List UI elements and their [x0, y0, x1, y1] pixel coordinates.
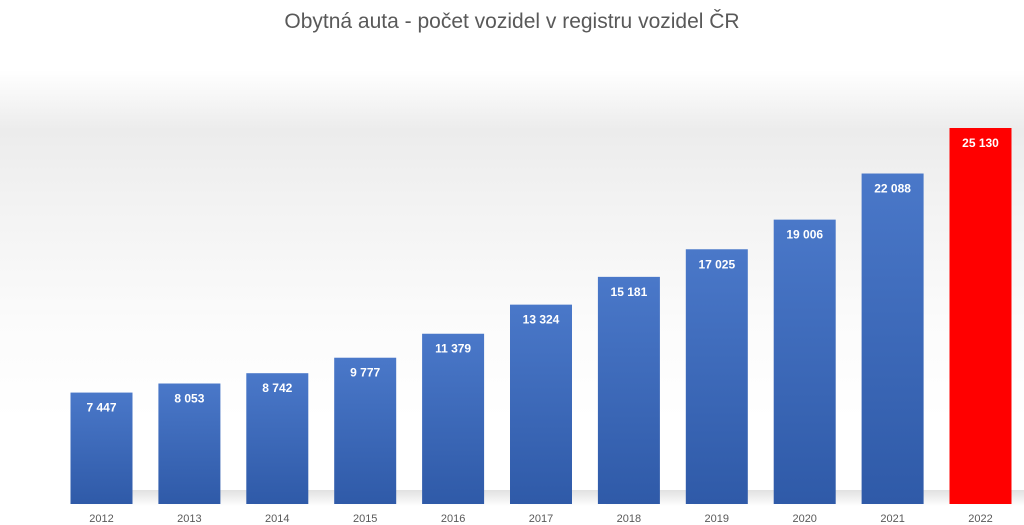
x-tick-label: 2022: [968, 513, 992, 525]
x-tick-label: 2018: [617, 513, 641, 525]
x-tick-label: 2017: [529, 513, 553, 525]
bar-2012: [70, 392, 133, 504]
bar-2020: [773, 219, 836, 505]
bar-value-label: 11 379: [435, 342, 471, 356]
bar-value-label: 25 130: [962, 136, 999, 150]
x-tick-label: 2021: [880, 513, 904, 525]
x-tick-label: 2016: [441, 513, 465, 525]
x-tick-label: 2014: [265, 513, 289, 525]
x-tick-label: 2013: [177, 513, 201, 525]
x-tick-label: 2019: [705, 513, 729, 525]
chart-title: Obytná auta - počet vozidel v registru v…: [284, 10, 740, 33]
bar-value-label: 9 777: [350, 366, 380, 380]
bar-2016: [422, 333, 485, 504]
bar-2015: [334, 357, 397, 504]
bar-2021: [861, 173, 924, 504]
x-tick-label: 2020: [792, 513, 816, 525]
x-axis-ticks: 2012 2013 2014 2015 2016 2017 2018 2019 2020 2021…: [89, 513, 992, 525]
bar-2013: [158, 383, 221, 504]
bar-value-label: 7 447: [86, 401, 116, 415]
bar-2018: [597, 276, 660, 504]
bars-group: 7 447 8 053 8 742 9 777 11 379 13 324 15 181 17…: [70, 128, 1024, 506]
bar-2022: [949, 128, 1012, 504]
bar-2014: [246, 373, 309, 504]
x-tick-label: 2012: [89, 513, 113, 525]
bar-value-label: 19 006: [786, 228, 823, 242]
bar-2019: [685, 249, 748, 504]
bar-value-label: 13 324: [523, 313, 560, 327]
bar-value-label: 22 088: [874, 182, 911, 196]
bar-value-label: 8 053: [174, 392, 204, 406]
bar-value-label: 15 181: [611, 285, 648, 299]
x-tick-label: 2015: [353, 513, 377, 525]
bar-value-label: 8 742: [262, 381, 292, 395]
bar-2017: [510, 304, 572, 504]
bar-value-label: 17 025: [698, 257, 735, 271]
